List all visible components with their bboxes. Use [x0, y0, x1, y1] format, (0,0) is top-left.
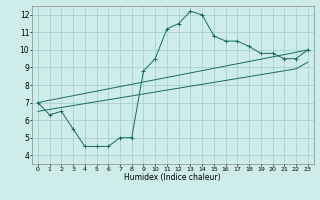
X-axis label: Humidex (Indice chaleur): Humidex (Indice chaleur)	[124, 173, 221, 182]
